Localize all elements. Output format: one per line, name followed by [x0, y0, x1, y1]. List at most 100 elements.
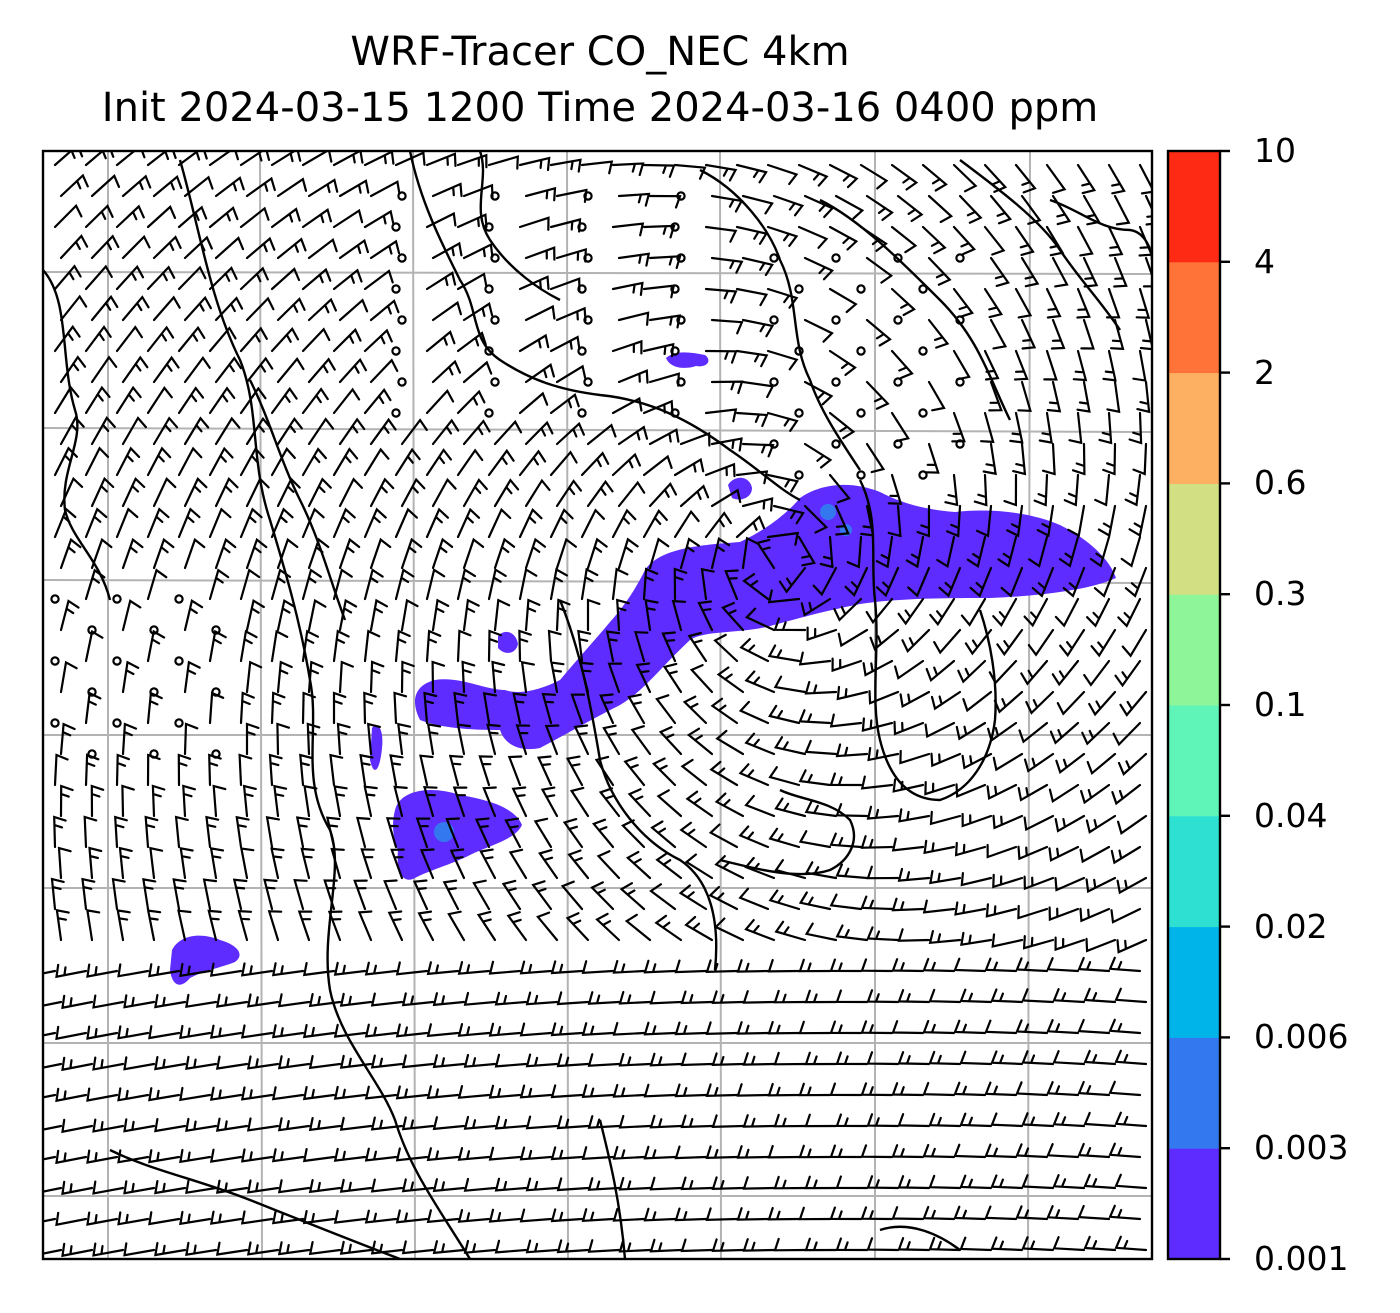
wind-barb: [894, 659, 925, 680]
wind-barb: [182, 784, 196, 818]
wind-barb: [494, 1053, 528, 1068]
wind-barb: [835, 803, 869, 818]
colorbar-tick-label: 0.04: [1254, 795, 1328, 835]
wind-barb: [115, 446, 141, 477]
wind-barb: [425, 211, 457, 229]
wind-barb: [271, 1148, 305, 1163]
wind-barbs: [43, 151, 1152, 1258]
wind-barb: [772, 504, 805, 525]
wind-barb: [1108, 1080, 1142, 1097]
wind-barb: [954, 901, 987, 916]
wind-barb: [1017, 845, 1049, 861]
wind-barb: [1048, 845, 1080, 862]
wind-barb: [364, 961, 398, 976]
wind-barb: [121, 476, 146, 508]
wind-barb: [983, 349, 1000, 381]
wind-barb: [704, 511, 732, 539]
wind-barb: [1063, 473, 1080, 507]
wind-barb: [524, 186, 557, 202]
wind-barb: [1023, 597, 1049, 628]
wind-barb: [953, 1019, 987, 1035]
wind-barb: [679, 431, 711, 447]
wind-barb: [239, 206, 270, 229]
calm-wind-circle: [831, 377, 841, 387]
wind-barb: [736, 1207, 770, 1221]
wind-barb: [891, 837, 925, 852]
wind-barb: [673, 457, 705, 477]
wind-barb: [518, 216, 550, 231]
wind-barb: [401, 1116, 435, 1131]
wind-barb: [154, 1056, 187, 1071]
wind-barb: [767, 1082, 801, 1097]
wind-barb: [798, 709, 832, 725]
wind-barb: [860, 1206, 894, 1221]
colorbar-segment: [1168, 483, 1220, 595]
wind-barb: [1038, 411, 1053, 444]
calm-wind-circle: [484, 284, 494, 294]
wind-barb: [212, 784, 227, 818]
wind-barb: [611, 508, 637, 539]
wind-barb: [270, 207, 301, 229]
wind-barb: [581, 1208, 615, 1222]
wind-barb: [618, 1114, 652, 1129]
wind-barb: [394, 568, 415, 601]
wind-barb: [524, 363, 555, 384]
wind-barb: [271, 1086, 305, 1101]
wind-barb: [710, 437, 743, 452]
plume-streak: [370, 725, 383, 770]
wind-barb: [944, 473, 959, 507]
wind-barb: [493, 478, 520, 508]
calm-wind-circle: [670, 284, 680, 294]
wind-barb: [149, 846, 164, 880]
wind-barb: [611, 396, 643, 415]
wind-barb: [276, 477, 301, 508]
wind-barb: [121, 355, 149, 384]
wind-barb: [183, 235, 213, 260]
wind-barb: [121, 660, 140, 694]
wind-barb: [1077, 1142, 1111, 1159]
wind-barb: [270, 691, 286, 725]
wind-barb: [90, 355, 118, 384]
wind-barb: [431, 300, 462, 322]
wind-barb: [332, 151, 364, 167]
wind-barb: [929, 810, 962, 826]
wind-barb: [338, 357, 367, 384]
wind-barb: [1046, 380, 1062, 413]
wind-barb: [456, 213, 488, 229]
wind-barb: [897, 1237, 931, 1252]
wind-barb: [687, 631, 708, 663]
wind-barb: [519, 1208, 553, 1223]
wind-barb: [43, 1093, 57, 1099]
wind-barb: [1062, 566, 1086, 598]
wind-barb: [580, 451, 610, 477]
wind-barb: [648, 255, 682, 269]
wind-barb: [955, 783, 987, 799]
wind-barb: [721, 601, 745, 632]
wind-barb: [306, 722, 321, 756]
wind-barb: [587, 1177, 621, 1191]
wind-barb: [307, 660, 324, 694]
wind-barb: [989, 194, 1013, 225]
wind-barb: [586, 423, 617, 446]
wind-barb: [456, 448, 484, 477]
wind-barb: [462, 537, 485, 570]
map-title-line1: WRF-Tracer CO_NEC 4km: [350, 29, 850, 75]
wind-barb: [461, 660, 476, 694]
wind-barb: [59, 599, 80, 632]
wind-barb: [983, 163, 1008, 193]
calm-wind-circle: [955, 377, 965, 387]
wind-barb: [488, 1084, 522, 1099]
wind-barb: [363, 328, 393, 353]
wind-barb: [742, 1238, 776, 1252]
wind-barb: [179, 962, 212, 978]
wind-barb: [744, 856, 776, 880]
wind-barb: [214, 296, 244, 322]
wind-barb: [602, 724, 621, 756]
wind-barb: [1077, 1018, 1111, 1035]
wind-barb: [744, 732, 776, 756]
wind-barb: [115, 264, 145, 291]
wind-barb: [401, 992, 435, 1007]
wind-barb: [426, 1147, 460, 1162]
wind-barb: [43, 1186, 63, 1193]
wind-barb: [618, 1052, 652, 1067]
